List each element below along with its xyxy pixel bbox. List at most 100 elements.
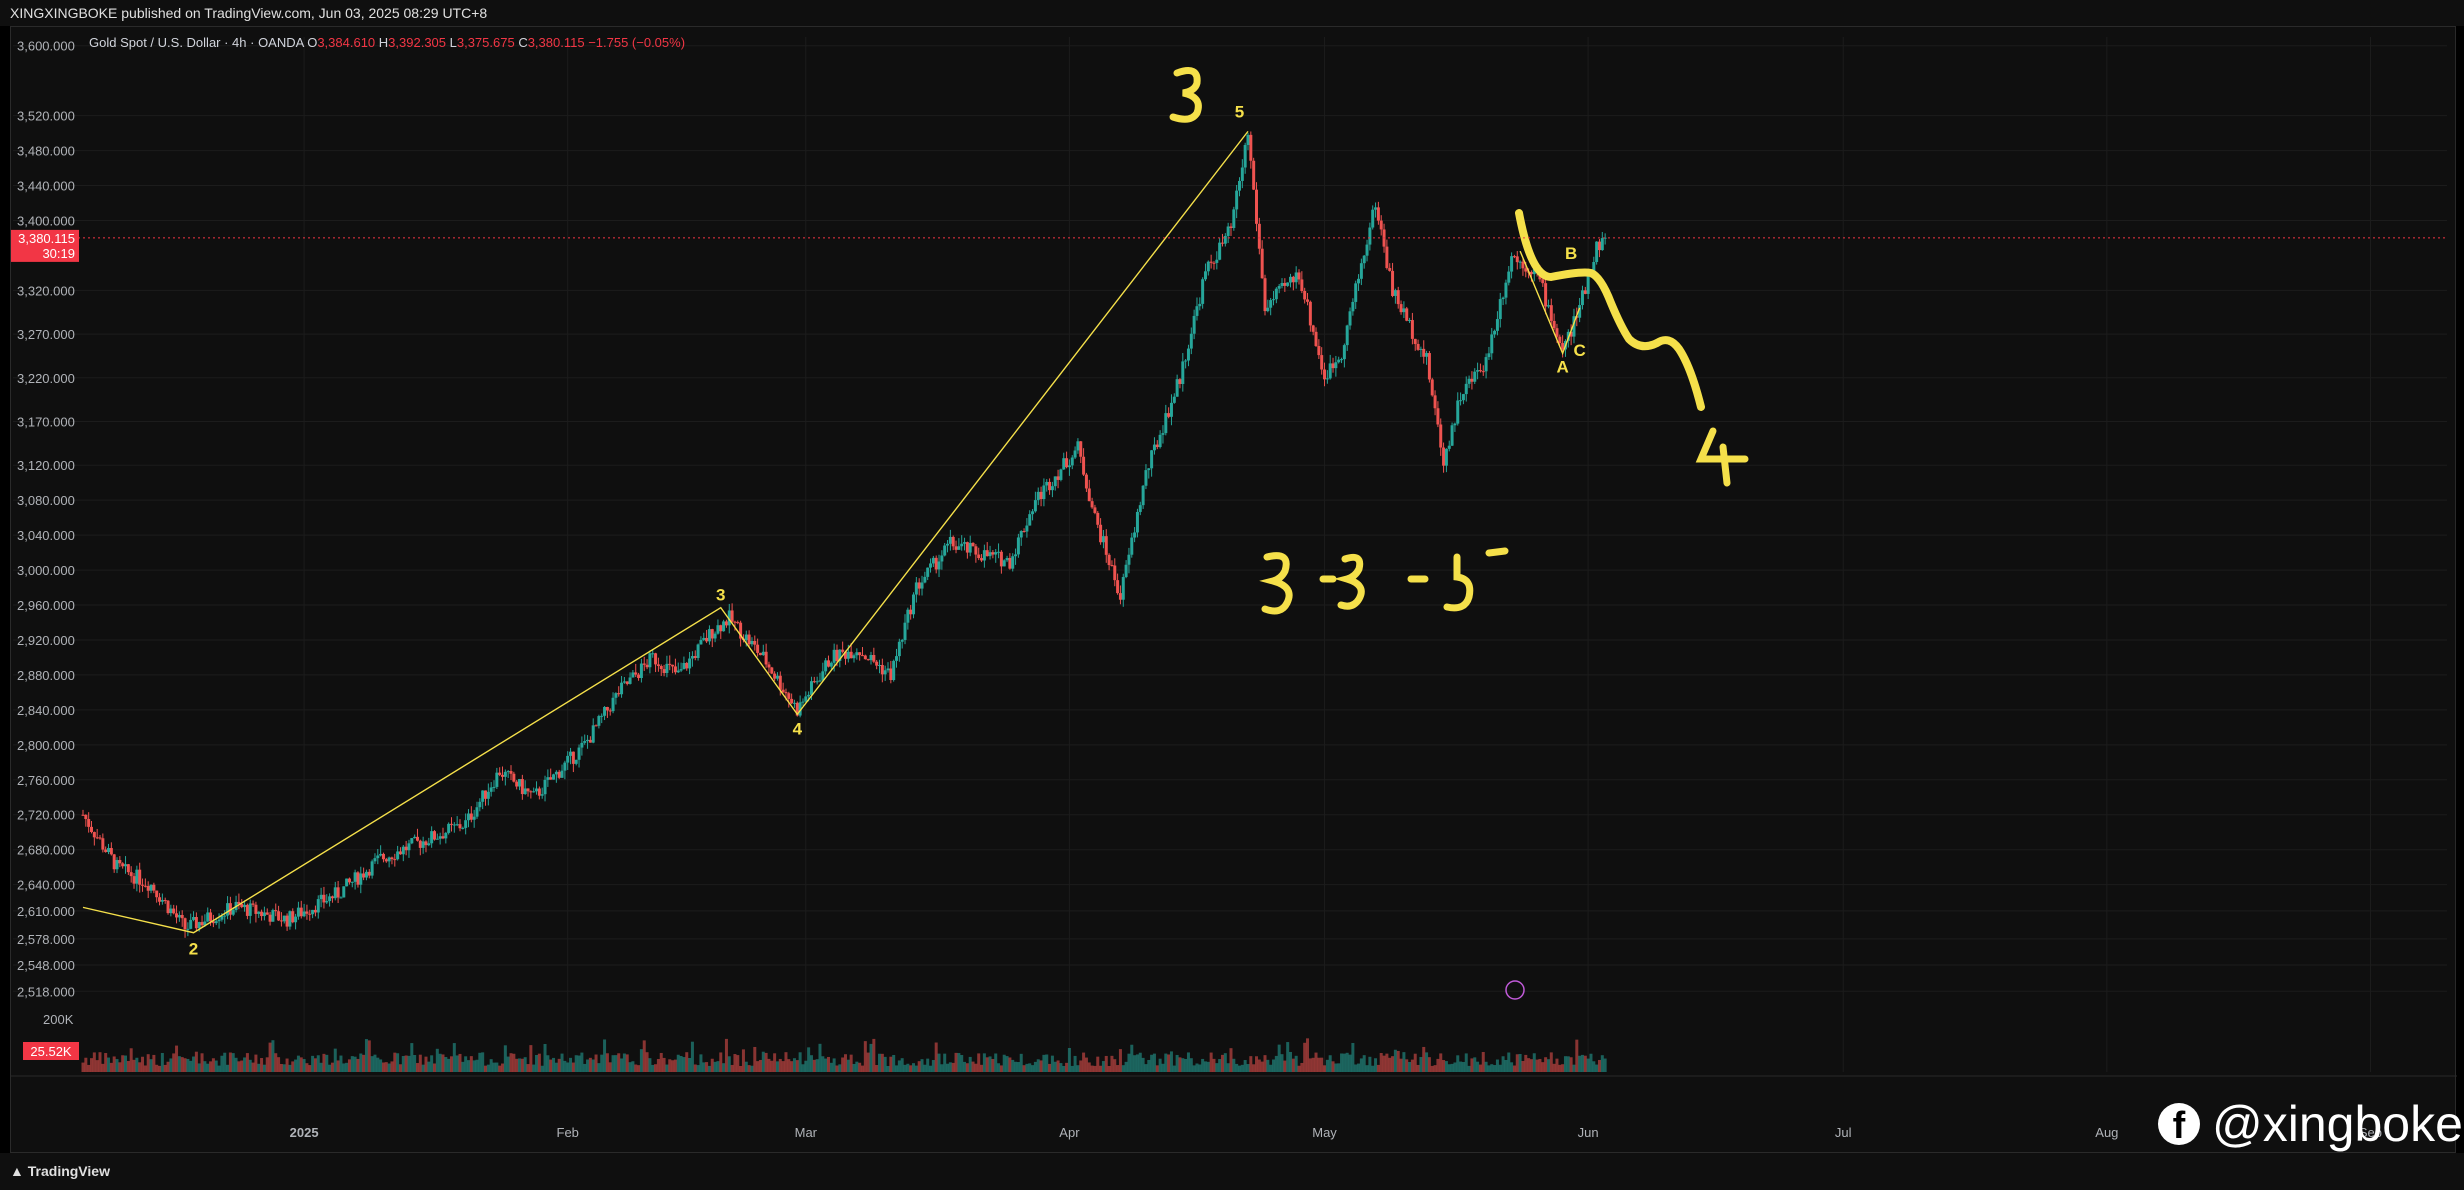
candle-body [795, 702, 799, 716]
candle-body [1090, 501, 1094, 508]
candle-body [478, 801, 482, 808]
chart-frame[interactable]: 3,600.000 3,520.000 3,480.000 3,440.000 3,40… [10, 26, 2457, 1154]
candle-body [1116, 580, 1120, 594]
candle-body [1028, 514, 1032, 526]
candle-body [319, 894, 323, 900]
candle-body [160, 899, 164, 902]
y-tick-label: 2,518.000 [17, 984, 75, 999]
volume-bar [1212, 1058, 1216, 1072]
legend-part: C [518, 35, 527, 50]
candle-body [203, 921, 207, 926]
candle-body [1195, 306, 1199, 316]
volume-bar [549, 1059, 553, 1072]
candle-body [707, 629, 711, 642]
candle-body [724, 621, 728, 626]
volume-bar [1101, 1061, 1105, 1072]
candle-body [87, 819, 91, 827]
volume-bar [430, 1055, 434, 1072]
price-tag-bg [11, 229, 79, 262]
volume-bar [141, 1056, 145, 1072]
candle-body [826, 660, 830, 667]
candle-body [364, 871, 368, 878]
volume-bar [1518, 1053, 1522, 1072]
candle-body [316, 899, 320, 913]
volume-bar [648, 1058, 652, 1072]
candle-body [424, 841, 428, 846]
candle-body [1016, 537, 1020, 555]
candle-body [194, 916, 198, 929]
volume-bar [1229, 1048, 1233, 1072]
volume-bar [1266, 1059, 1270, 1072]
volume-bar [518, 1058, 522, 1072]
y-tick-label: 3,170.000 [17, 415, 75, 430]
x-tick-label: Jul [1835, 1125, 1852, 1140]
candle-body [1325, 378, 1329, 380]
candle-body [95, 837, 99, 839]
candle-body [475, 807, 479, 817]
volume-bar [807, 1047, 811, 1072]
volume-bar [883, 1056, 887, 1072]
candle-body [231, 910, 235, 915]
candle-body [1495, 319, 1499, 331]
volume-tag-value: 25.52K [30, 1044, 72, 1059]
candle-body [1515, 256, 1519, 263]
volume-bar [330, 1062, 334, 1072]
candle-body [84, 814, 88, 820]
candle-body [126, 864, 130, 873]
candle-body [520, 779, 524, 795]
candle-body [1430, 379, 1434, 396]
volume-bar [1260, 1061, 1264, 1072]
volume-bar [1402, 1052, 1406, 1072]
candle-body [1586, 276, 1590, 294]
candle-body [376, 855, 380, 859]
volume-bar [387, 1063, 391, 1072]
candle-body [1379, 220, 1383, 230]
volume-bar [1237, 1065, 1241, 1072]
volume-bar [792, 1058, 796, 1072]
volume-bar [515, 1058, 519, 1072]
volume-bar [291, 1061, 295, 1072]
tradingview-logo[interactable]: ▲ TradingView [10, 1163, 110, 1179]
volume-bar [302, 1059, 306, 1072]
volume-bar [1195, 1063, 1199, 1072]
candle-body [1603, 237, 1607, 239]
candle-body [1436, 408, 1440, 425]
volume-bar [957, 1053, 961, 1072]
candle-body [1320, 355, 1324, 370]
candle-body [543, 779, 547, 795]
candle-body [1408, 320, 1412, 322]
volume-bar [1254, 1056, 1258, 1072]
candle-body [427, 843, 431, 846]
candle-body [1223, 235, 1227, 244]
candle-body [223, 915, 227, 917]
symbol-legend[interactable]: Gold Spot / U.S. Dollar · 4h · OANDA O3,… [89, 35, 685, 50]
price-tag-countdown: 30:19 [42, 246, 75, 261]
candle-body [688, 658, 692, 669]
candle-body [1473, 371, 1477, 382]
volume-bar [685, 1052, 689, 1072]
volume-bar [288, 1064, 292, 1072]
volume-bar [1459, 1061, 1463, 1072]
x-tick-label: May [1312, 1125, 1337, 1140]
candle-body [957, 546, 961, 550]
volume-bar [1422, 1046, 1426, 1072]
volume-bar [192, 1056, 196, 1072]
candle-body [1501, 297, 1505, 300]
candle-body [260, 911, 264, 917]
price-chart[interactable]: 3,600.000 3,520.000 3,480.000 3,440.000 3,40… [11, 27, 2457, 1154]
volume-bar [370, 1056, 374, 1072]
volume-bar [520, 1058, 524, 1072]
candle-body [288, 911, 292, 927]
volume-bar [1300, 1062, 1304, 1072]
candle-body [1133, 532, 1137, 538]
volume-bar [1566, 1056, 1570, 1072]
volume-bar [750, 1065, 754, 1072]
wave-label: 2 [189, 940, 198, 959]
candle-body [240, 903, 244, 908]
candle-body [1048, 481, 1052, 491]
hand-3-3-5 [1259, 547, 1509, 615]
y-tick-label: 2,880.000 [17, 668, 75, 683]
volume-bar [1490, 1064, 1494, 1072]
volume-bar [1263, 1055, 1267, 1072]
volume-bar [1181, 1058, 1185, 1072]
